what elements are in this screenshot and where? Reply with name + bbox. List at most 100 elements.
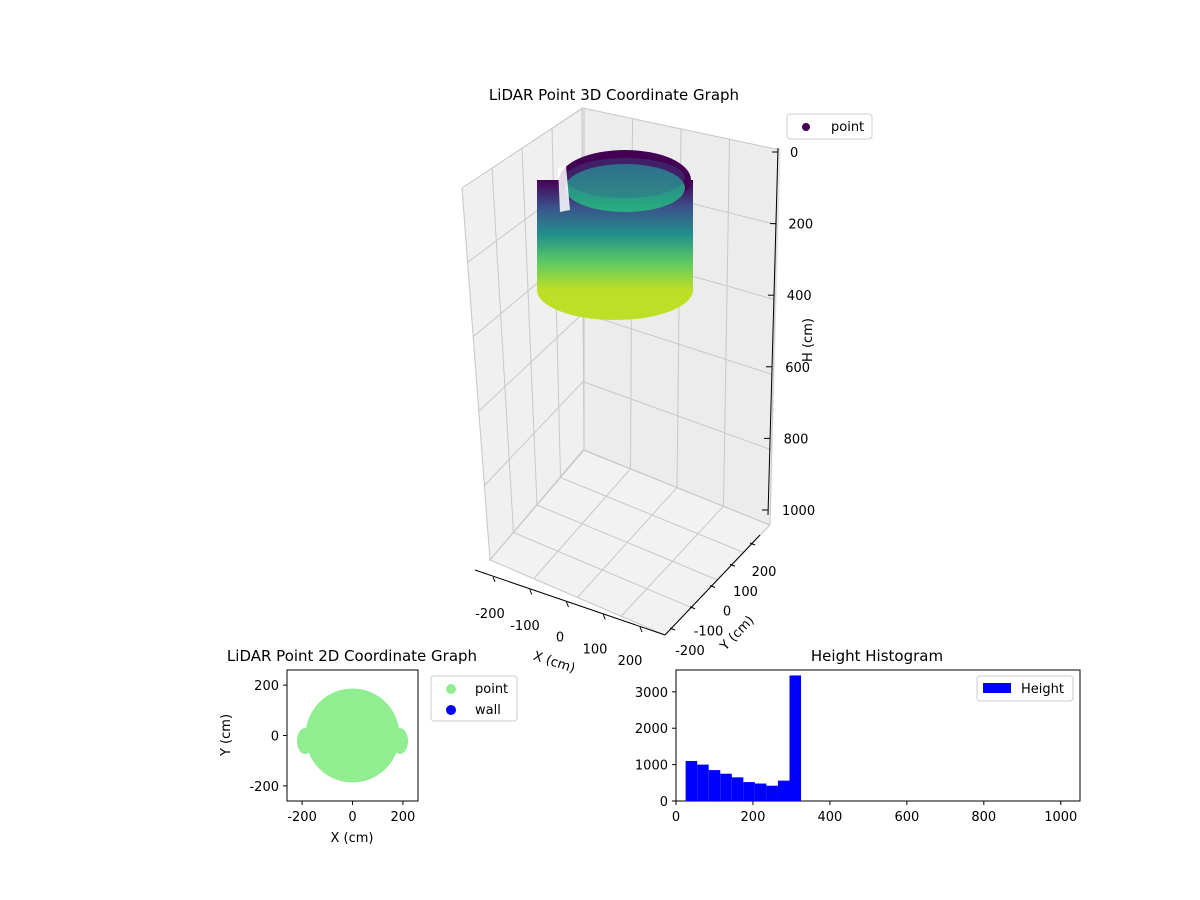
z-tick-label-3d: 200 [788, 218, 813, 233]
y-tick-3d [709, 585, 716, 588]
grid-line-z [461, 107, 781, 189]
y-tick-label-histogram: 1000 [635, 759, 668, 774]
y-axis-label-2d: Y (cm) [219, 714, 234, 757]
y-tick-label-3d: -100 [694, 624, 724, 639]
grid-line-floor [620, 505, 724, 617]
x-tick-label-histogram: 200 [741, 810, 766, 825]
x-tick-label-2d: -200 [287, 810, 317, 825]
z-tick-label-3d: 1000 [782, 504, 815, 519]
x-tick-3d [602, 614, 606, 620]
y-tick-3d [669, 627, 676, 631]
x-tick-label-3d: -200 [475, 607, 505, 622]
grid-line-floor [583, 449, 771, 526]
x-tick-label-histogram: 600 [894, 810, 919, 825]
x-tick-label-histogram: 0 [672, 810, 680, 825]
x-tick-3d [529, 589, 533, 595]
grid-line-floor [536, 504, 718, 581]
x-tick-label-3d: 0 [556, 631, 564, 646]
histogram-bar [685, 760, 698, 801]
y-tick-label-histogram: 2000 [635, 722, 668, 737]
x-tick-label-3d: 200 [618, 654, 643, 669]
title-histogram: Height Histogram [811, 647, 943, 665]
z-tick-label-3d: 400 [787, 289, 812, 304]
y-tick-label-3d: 0 [723, 605, 731, 620]
legend-2d-point-marker [446, 684, 456, 694]
y-tick-3d [749, 542, 756, 546]
legend-histogram-frame [976, 675, 1074, 702]
legend-2d: point wall [430, 675, 518, 722]
y-tick-3d [729, 563, 736, 567]
y-tick-label-3d: 100 [733, 585, 758, 600]
histogram-bar [731, 777, 744, 801]
histogram-bar [743, 782, 755, 801]
grid-line-y [491, 167, 514, 533]
x-ticks-histogram: 0 200 400 600 800 1000 [672, 801, 1077, 825]
x-ticks-3d: -200 -100 0 100 200 [475, 576, 643, 669]
y-ticks-histogram: 0 1000 2000 3000 [635, 686, 676, 810]
legend-3d-frame [786, 113, 873, 140]
grid-line-z [484, 381, 773, 486]
histogram-bar [754, 783, 767, 801]
histogram-bar [766, 785, 778, 801]
histogram-bar [777, 780, 790, 801]
y-tick-label-2d: 200 [254, 679, 279, 694]
legend-3d: point [786, 113, 873, 140]
x-tick-3d [639, 626, 643, 633]
y-tick-label-3d: 200 [752, 565, 777, 580]
plot-histogram: Height Histogram 0 200 400 600 800 1000 0 1000… [635, 647, 1081, 825]
y-ticks-2d: 200 0 -200 [249, 679, 287, 795]
z-ticks-3d: 0 200 400 600 800 1000 [762, 146, 815, 519]
point-cloud-cylinder [537, 150, 693, 320]
x-tick-label-histogram: 400 [817, 810, 842, 825]
x-tick-label-2d: 0 [348, 810, 356, 825]
z-tick-label-3d: 600 [785, 361, 810, 376]
y-tick-label-histogram: 3000 [635, 686, 668, 701]
x-tick-3d [566, 601, 569, 608]
z-tick-label-3d: 800 [784, 432, 809, 447]
legend-histogram-swatch [983, 683, 1011, 693]
point-disc-left-lobe [297, 728, 313, 754]
legend-histogram-label: Height [1021, 682, 1064, 697]
histogram-bar [697, 764, 709, 801]
legend-2d-point-label: point [475, 682, 508, 697]
title-2d: LiDAR Point 2D Coordinate Graph [227, 647, 477, 665]
title-3d: LiDAR Point 3D Coordinate Graph [489, 86, 739, 104]
grid-line-x [723, 139, 730, 507]
histogram-bar [789, 675, 802, 801]
x-tick-label-2d: 200 [390, 810, 415, 825]
cylinder-opening [565, 158, 685, 198]
plot-2d: LiDAR Point 2D Coordinate Graph -200 0 200… [219, 647, 518, 846]
legend-2d-wall-label: wall [475, 703, 501, 718]
y-tick-label-histogram: 0 [660, 795, 668, 810]
point-disc-right-lobe [392, 728, 408, 754]
plot-3d: LiDAR Point 3D Coordinate Graph X (cm) Y… [461, 86, 873, 677]
y-tick-label-2d: 0 [271, 730, 279, 745]
x-tick-label-histogram: 1000 [1044, 810, 1077, 825]
y-tick-label-2d: -200 [249, 780, 279, 795]
legend-histogram: Height [976, 675, 1074, 702]
z-axis-line [767, 147, 779, 516]
x-axis-label-3d: X (cm) [531, 649, 577, 677]
x-tick-label-3d: -100 [510, 619, 540, 634]
legend-2d-wall-marker [446, 705, 456, 715]
x-axis-line [474, 569, 666, 636]
histogram-bar [708, 770, 721, 801]
legend-3d-label: point [831, 120, 864, 135]
z-axis-label-3d: H (cm) [801, 318, 816, 362]
cylinder-inner [565, 164, 685, 212]
z-tick-label-3d: 0 [790, 146, 798, 161]
x-tick-label-3d: 100 [583, 642, 608, 657]
x-tick-3d [492, 576, 496, 583]
point-disc [305, 688, 400, 783]
histogram-bars [685, 675, 802, 801]
y-tick-3d [689, 606, 696, 610]
point-disc-2d [297, 688, 408, 783]
grid-line-floor [560, 477, 744, 553]
y-tick-label-3d: -200 [675, 644, 705, 659]
grid-line-y [461, 187, 491, 561]
cylinder-gap [558, 166, 570, 212]
x-tick-label-histogram: 800 [971, 810, 996, 825]
x-ticks-2d: -200 0 200 [287, 801, 415, 825]
